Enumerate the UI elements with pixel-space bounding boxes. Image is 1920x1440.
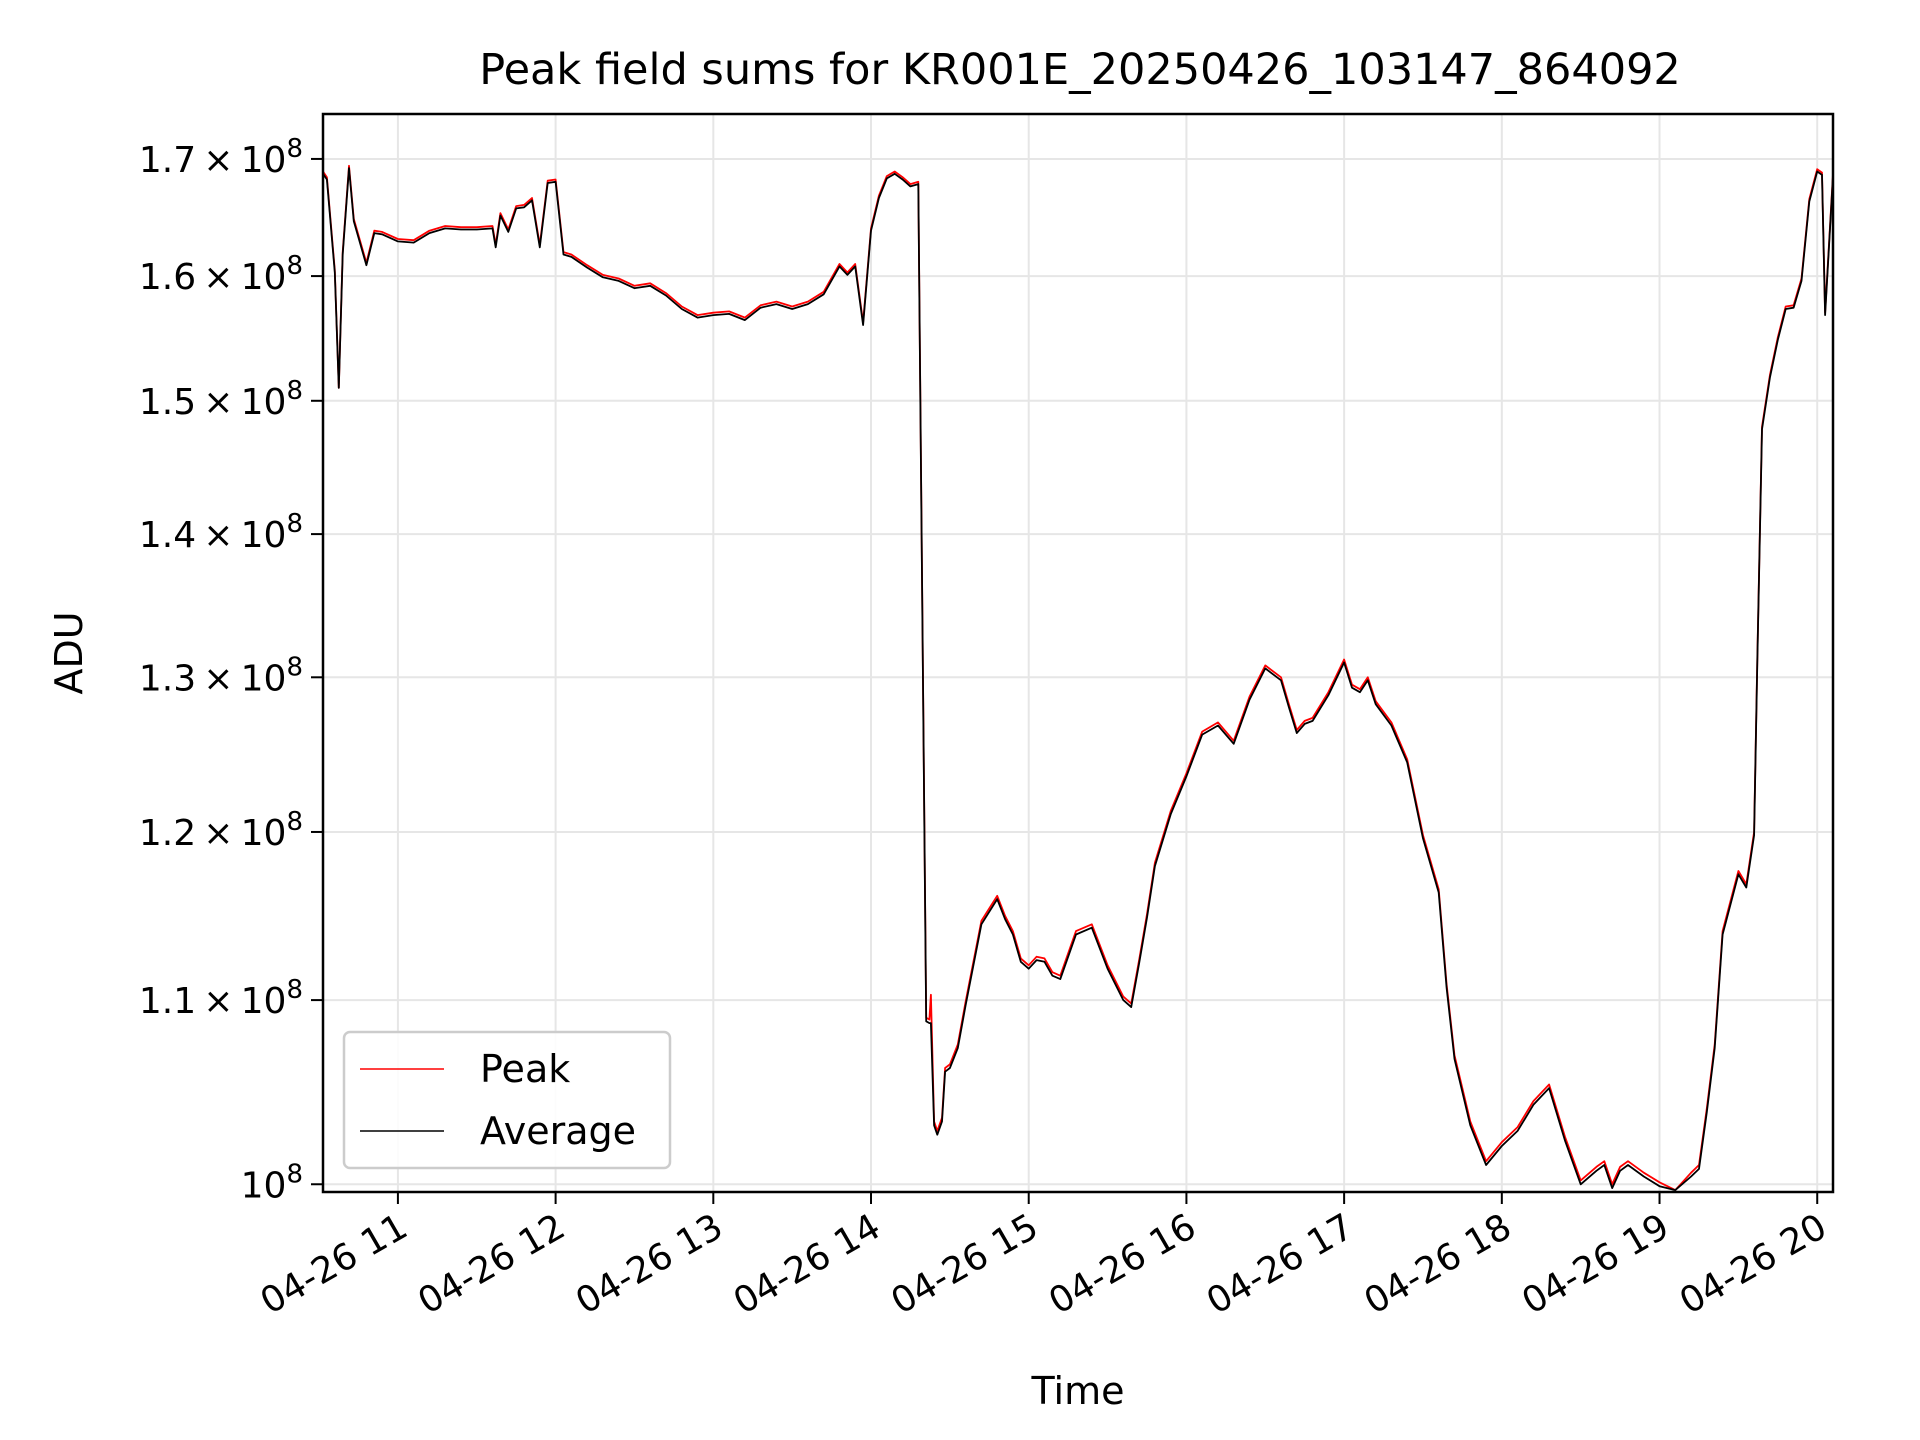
legend-box: [342, 1030, 672, 1170]
y-axis-label: ADU: [47, 611, 91, 694]
y-tick-label: 108: [241, 1159, 303, 1206]
chart-title: Peak field sums for KR001E_20250426_1031…: [479, 45, 1681, 95]
series-line-average: [323, 167, 1833, 1191]
y-tick-label: 1.4 × 108: [139, 509, 303, 556]
plot-frame: [321, 112, 1835, 1194]
y-tick-label: 1.7 × 108: [139, 134, 303, 181]
y-tick-label: 1.5 × 108: [139, 376, 303, 423]
x-axis-label: Time: [1031, 1369, 1125, 1413]
plot-lines: [323, 164, 1833, 1191]
y-axis-ticks: 108 1.1 × 108 1.2 × 108 1.3 × 108 1.4 × 108 1…: [139, 134, 323, 1206]
y-tick-label: 1.1 × 108: [139, 975, 303, 1022]
legend: Peak Average: [342, 1030, 672, 1170]
legend-label-average: Average: [480, 1109, 636, 1153]
series-layer: [323, 164, 1833, 1191]
y-tick-label: 1.6 × 108: [139, 251, 303, 298]
y-tick-label: 1.3 × 108: [139, 652, 303, 699]
legend-label-peak: Peak: [480, 1047, 570, 1091]
y-tick-label: 1.2 × 108: [139, 807, 303, 854]
